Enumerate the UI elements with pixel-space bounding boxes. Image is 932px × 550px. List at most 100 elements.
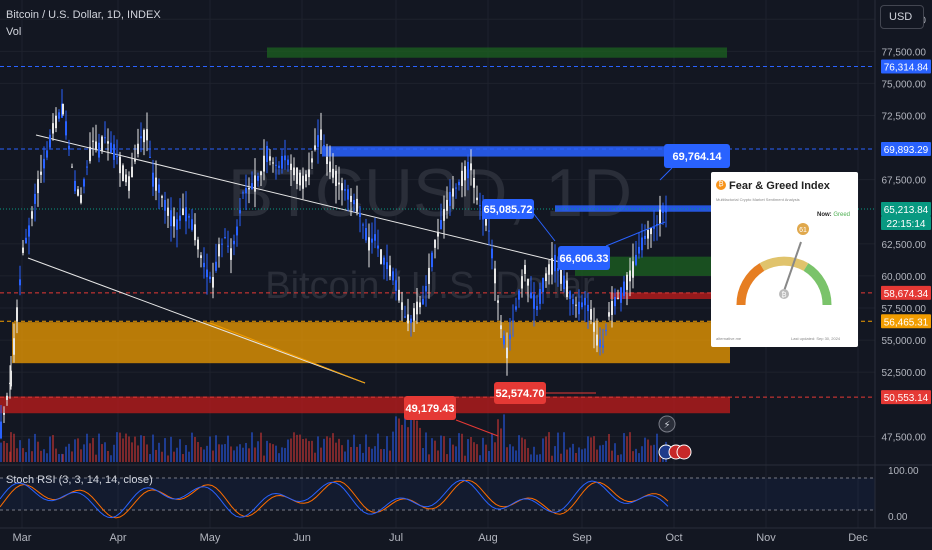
candle-body xyxy=(116,156,118,158)
volume-bar xyxy=(317,436,319,462)
volume-bar xyxy=(608,433,610,462)
channel-bottom-line xyxy=(27,257,366,384)
candle-body xyxy=(587,304,589,312)
fear-greed-source: alternative.me xyxy=(716,336,742,341)
volume-bar xyxy=(182,454,184,462)
volume-bar xyxy=(602,444,604,462)
candle-body xyxy=(665,205,667,213)
volume-bar xyxy=(257,441,259,462)
price-axis-tag xyxy=(881,202,931,217)
volume-bar xyxy=(260,432,262,462)
volume-bar xyxy=(98,433,100,462)
annotation-box xyxy=(558,246,610,270)
candle-body xyxy=(43,158,45,169)
volume-bar xyxy=(3,440,5,462)
volume-bar xyxy=(167,455,169,462)
time-tick-label: Oct xyxy=(665,532,682,544)
candle-body xyxy=(620,287,622,303)
candle-body xyxy=(608,312,610,317)
candle-body xyxy=(113,144,115,160)
candle-body xyxy=(515,306,517,310)
volume-bar xyxy=(290,438,292,462)
volume-bar xyxy=(287,439,289,462)
gauge-bitcoin-glyph: ₿ xyxy=(781,291,786,299)
candle-body xyxy=(467,161,469,179)
candle-body xyxy=(536,306,538,310)
volume-bar xyxy=(545,436,547,462)
annotation-connector xyxy=(659,167,673,181)
candle-body xyxy=(284,155,286,161)
volume-bar xyxy=(503,414,505,462)
candle-body xyxy=(638,246,640,254)
candle-body xyxy=(230,248,232,260)
fear-greed-subtitle: Multifactorial Crypto Market Sentiment A… xyxy=(716,197,800,202)
candle-body xyxy=(374,234,376,241)
candle-body xyxy=(509,334,511,340)
candle-body xyxy=(398,289,400,301)
candle-body xyxy=(404,316,406,318)
candle-body xyxy=(572,299,574,305)
annotation-label: 66,606.33 xyxy=(560,253,609,265)
volume-bar xyxy=(22,448,24,462)
volume-bar xyxy=(296,434,298,462)
lightning-glyph: ⚡ xyxy=(663,420,670,431)
volume-bar xyxy=(578,447,580,462)
price-axis-tag-label: 50,553.14 xyxy=(884,393,929,404)
volume-bar xyxy=(254,447,256,462)
candle-body xyxy=(533,294,535,309)
currency-button[interactable]: USD xyxy=(880,5,924,29)
volume-bar xyxy=(362,452,364,462)
candle-body xyxy=(395,280,397,291)
candle-body xyxy=(512,320,514,322)
candle-body xyxy=(188,216,190,218)
price-tick-label: 52,500.00 xyxy=(882,368,927,379)
volume-bar xyxy=(356,446,358,462)
volume-label[interactable]: Vol xyxy=(6,26,22,38)
symbol-title[interactable]: Bitcoin / U.S. Dollar, 1D, INDEX xyxy=(6,9,161,21)
candle-body xyxy=(305,174,307,182)
candle-body xyxy=(161,196,163,198)
candle-body xyxy=(65,121,67,136)
candle-body xyxy=(22,247,24,253)
volume-bar xyxy=(116,432,118,462)
volume-bar xyxy=(515,450,517,462)
time-tick-label: Aug xyxy=(478,532,498,544)
candle-body xyxy=(644,235,646,239)
candle-body xyxy=(134,159,136,162)
volume-bar xyxy=(395,416,397,462)
candle-body xyxy=(137,143,139,155)
stoch-rsi-label[interactable]: Stoch RSI (3, 3, 14, 14, close) xyxy=(6,474,153,486)
candle-body xyxy=(215,261,217,271)
candle-body xyxy=(656,224,658,226)
candle-body xyxy=(170,210,172,227)
candle-body xyxy=(614,296,616,307)
candle-body xyxy=(119,156,121,174)
candle-body xyxy=(200,255,202,259)
event-icons[interactable]: ⚡ xyxy=(658,415,692,460)
candle-body xyxy=(662,205,664,213)
time-axis[interactable]: Mar Apr May Jun Jul Aug Sep Oct Nov Dec xyxy=(0,527,932,544)
volume-bar xyxy=(572,443,574,462)
annotation-box xyxy=(494,382,546,404)
candle-body xyxy=(203,262,205,268)
candle-body xyxy=(176,219,178,230)
candle-body xyxy=(311,158,313,163)
volume-bar xyxy=(530,454,532,462)
volume-bar xyxy=(74,439,76,462)
candle-body xyxy=(629,270,631,282)
volume-bars xyxy=(0,414,667,462)
candle-body xyxy=(491,248,493,259)
volume-bar xyxy=(191,432,193,462)
volume-bar xyxy=(443,436,445,462)
volume-bar xyxy=(623,433,625,462)
volume-bar xyxy=(563,432,565,462)
annotation-label: 52,574.70 xyxy=(496,388,545,400)
volume-bar xyxy=(596,449,598,462)
volume-bar xyxy=(413,414,415,462)
volume-bar xyxy=(584,448,586,462)
candle-body xyxy=(524,265,526,274)
candle-body xyxy=(173,216,175,227)
price-axis-tag-label: 56,465.31 xyxy=(884,317,929,328)
volume-bar xyxy=(626,436,628,462)
volume-bar xyxy=(335,442,337,462)
